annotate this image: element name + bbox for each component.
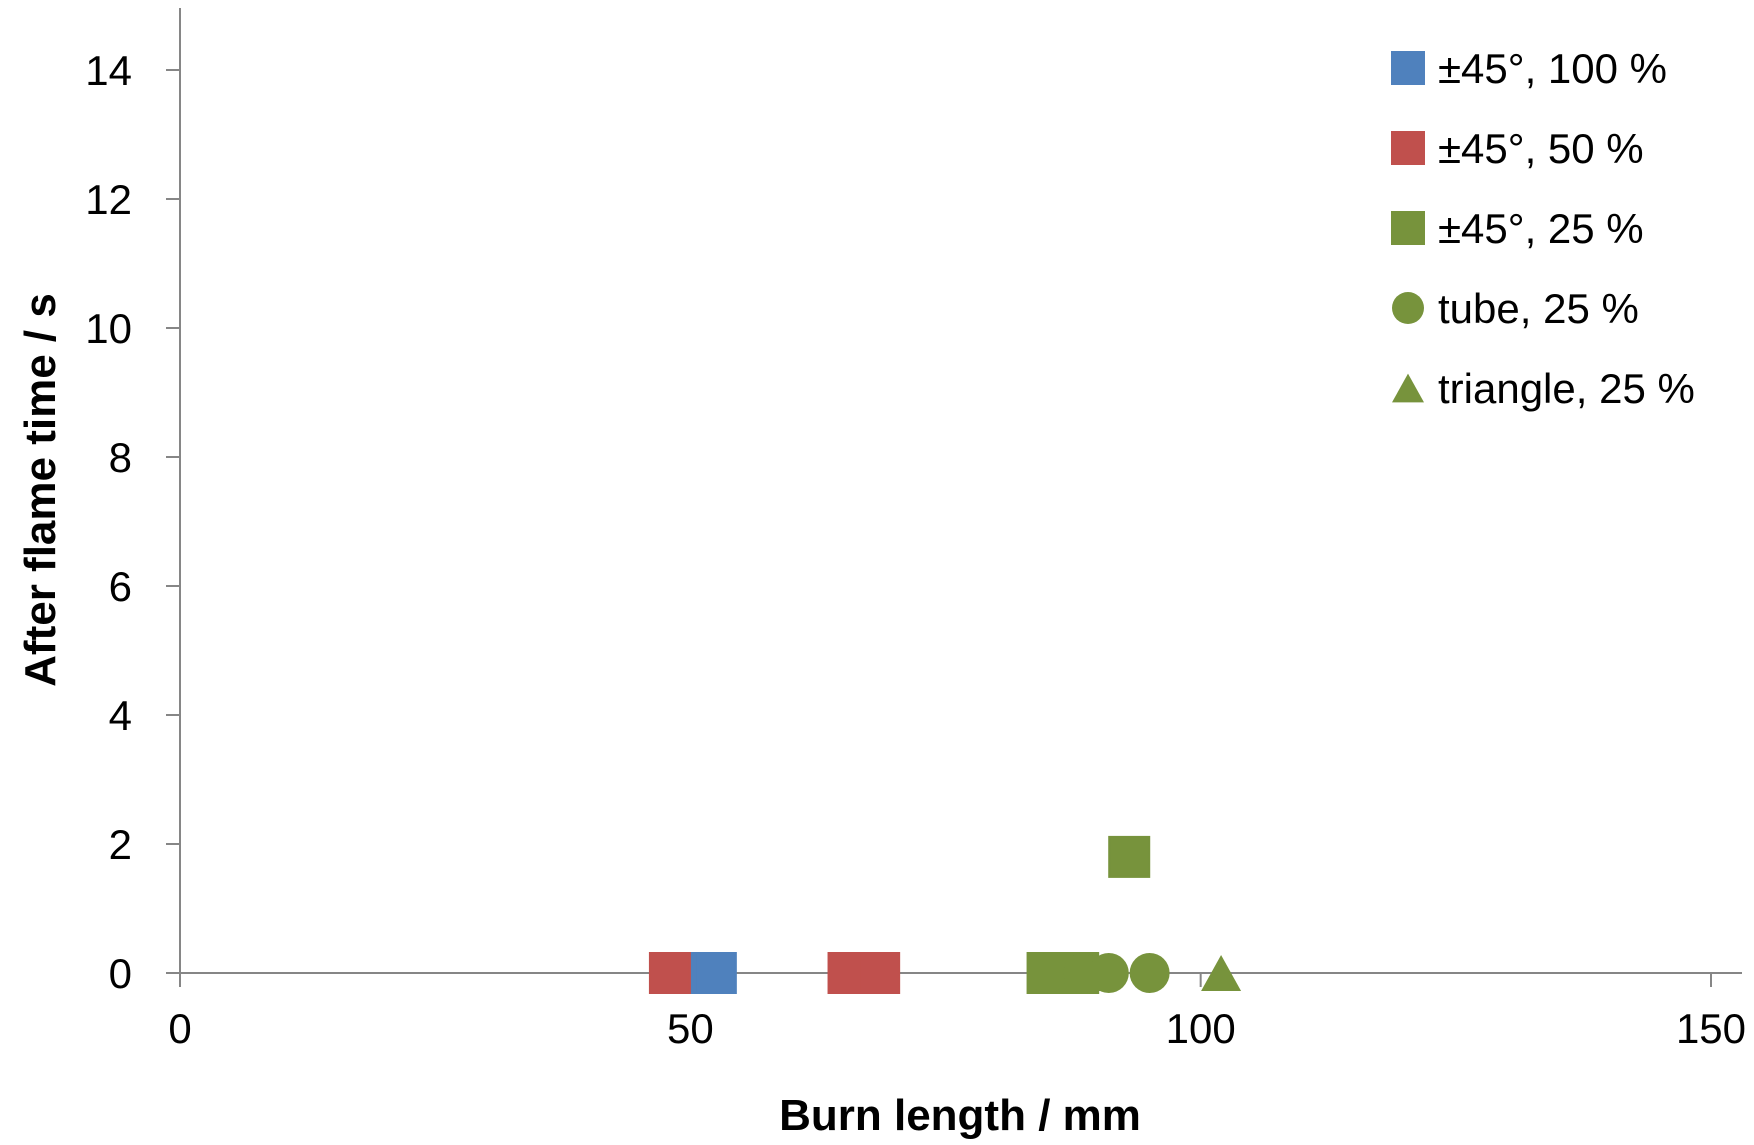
y-tick-label: 4 — [109, 692, 132, 739]
legend-marker-square — [1391, 131, 1425, 165]
legend-label: ±45°, 100 % — [1438, 45, 1667, 92]
data-point-square — [858, 952, 901, 994]
y-tick-label: 8 — [109, 434, 132, 481]
y-tick-label: 14 — [85, 47, 132, 94]
legend-marker-circle — [1392, 292, 1424, 324]
data-point-circle — [1129, 953, 1170, 993]
y-tick-label: 12 — [85, 176, 132, 223]
data-point-triangle — [1201, 955, 1242, 991]
y-axis-title: After flame time / s — [16, 293, 65, 687]
legend-marker-triangle — [1392, 373, 1424, 403]
y-tick-label: 10 — [85, 305, 132, 352]
data-point-triangle — [1068, 955, 1109, 991]
y-tick-label: 2 — [109, 821, 132, 868]
x-tick-label: 150 — [1676, 1005, 1746, 1052]
data-points — [648, 835, 1242, 994]
legend-label: ±45°, 25 % — [1438, 205, 1644, 252]
legend-label: tube, 25 % — [1438, 285, 1639, 332]
x-tick-label: 100 — [1166, 1005, 1236, 1052]
legend: ±45°, 100 % ±45°, 50 % ±45°, 25 % tube, 25 … — [1391, 45, 1695, 412]
axes: 0 2 4 6 8 10 12 14 0 50 100 150 Burn length / mm Afte… — [16, 8, 1746, 1140]
x-tick-label: 0 — [168, 1005, 191, 1052]
data-point-square — [694, 952, 737, 994]
legend-label: ±45°, 50 % — [1438, 125, 1644, 172]
legend-label: triangle, 25 % — [1438, 365, 1695, 412]
legend-marker-square — [1391, 211, 1425, 245]
y-tick-label: 0 — [109, 950, 132, 997]
x-axis-title: Burn length / mm — [779, 1091, 1141, 1140]
x-tick-label: 50 — [667, 1005, 714, 1052]
legend-marker-square — [1391, 51, 1425, 85]
y-tick-label: 6 — [109, 563, 132, 610]
data-point-circle — [1027, 953, 1068, 993]
data-point-square — [1108, 835, 1151, 878]
data-point-square — [648, 952, 691, 994]
